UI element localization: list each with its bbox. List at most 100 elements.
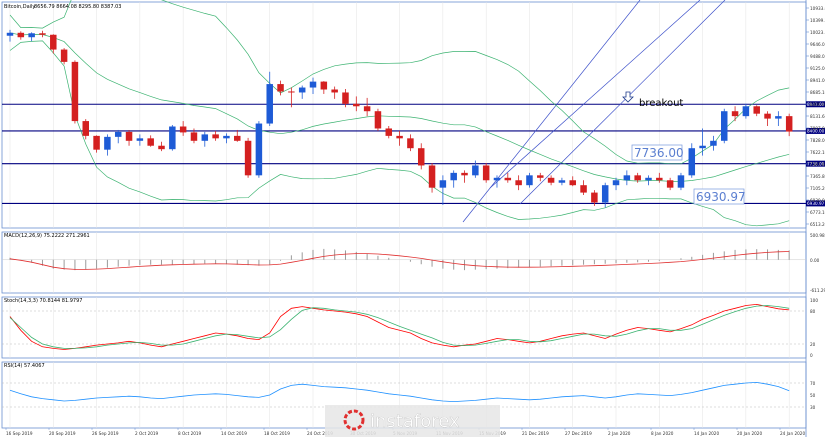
candle — [320, 81, 328, 94]
stoch-title: Stoch(14,3,3) 70.8144 81.9797 — [4, 298, 82, 304]
ohlc-readout: 8656.79 8664.08 8295.80 8387.03 — [34, 4, 121, 10]
macd-title: MACD(12,26,9) 75.2222 271.2961 — [4, 233, 90, 239]
candle — [634, 172, 641, 183]
candle — [515, 175, 522, 191]
candle-body — [591, 192, 598, 203]
candle-body — [309, 81, 317, 88]
macd-signal-line — [9, 251, 790, 270]
candle-body — [93, 135, 100, 150]
candle — [71, 60, 79, 124]
price-tick-label: 6930.00 — [810, 198, 825, 203]
candle — [385, 126, 393, 139]
candle — [547, 175, 555, 186]
candle-body — [255, 123, 263, 176]
candle-body — [374, 111, 382, 129]
candle-body — [472, 165, 479, 176]
candle — [212, 130, 219, 141]
candle-body — [569, 180, 576, 186]
candle-body — [493, 177, 501, 181]
level-label-box-b — [693, 188, 745, 205]
time-tick-label: 2 Oct 2019 — [135, 431, 159, 436]
candle-body — [125, 131, 133, 141]
candle-body — [677, 175, 685, 188]
candle — [147, 135, 154, 147]
annotations: breakout 7736.00 6930.97 — [622, 91, 746, 205]
candle — [526, 172, 533, 188]
candle-body — [331, 89, 338, 93]
price-tick-label: 10933.05 — [810, 6, 825, 11]
candle — [158, 141, 165, 152]
candle — [591, 190, 598, 206]
candle — [742, 103, 750, 119]
candles — [6, 29, 793, 208]
candle-body — [136, 138, 144, 141]
rsi-title: RSI(14) 57.4067 — [4, 363, 45, 369]
time-tick-label: 26 Sep 2019 — [92, 431, 119, 436]
candle-body — [537, 175, 544, 178]
candle-body — [71, 61, 79, 122]
time-tick-label: 20 Sep 2019 — [49, 431, 76, 436]
candle-body — [385, 128, 393, 136]
macd-tick-label: 0.00 — [810, 258, 820, 263]
candle-body — [396, 135, 403, 139]
time-tick-label: 14 Oct 2019 — [221, 431, 247, 436]
candle — [428, 162, 436, 193]
macd-tick-label: -611.29 — [810, 288, 825, 293]
candle-body — [298, 87, 306, 93]
candle — [353, 96, 360, 112]
candle — [580, 180, 587, 196]
candle-body — [212, 134, 219, 139]
candle — [223, 133, 230, 144]
candle — [677, 172, 685, 191]
macd-pane: 500.98 0.00 -611.29 — [2, 233, 825, 293]
candle — [753, 105, 760, 117]
candle — [710, 135, 717, 151]
rsi-tick-label: 70 — [810, 381, 816, 386]
stoch-tick-label: 0 — [810, 353, 813, 358]
candle — [645, 175, 652, 186]
chart-title: Bitcoin,Daily — [4, 4, 35, 10]
level-tag-label-1: 8400.00 — [807, 129, 825, 134]
candle — [190, 128, 198, 144]
price-tick-label: 7897.00 — [810, 126, 825, 131]
candle-body — [234, 135, 241, 141]
candle-body — [526, 175, 533, 186]
candle — [417, 143, 425, 170]
candle-body — [417, 148, 425, 166]
level-tag-label-0: 8941.00 — [807, 102, 825, 107]
price-tick-label: 7365.80 — [810, 174, 825, 179]
candle-body — [634, 175, 641, 181]
candle-body — [515, 180, 522, 186]
candle-body — [17, 32, 25, 38]
time-tick-label: 20 Jan 2020 — [737, 431, 762, 436]
candle-body — [82, 121, 89, 136]
candle-body — [277, 84, 284, 92]
candle — [179, 121, 187, 136]
price-tick-label: 7397.60 — [810, 162, 825, 167]
candle-body — [688, 148, 696, 176]
candle — [125, 129, 133, 146]
candle — [407, 134, 414, 152]
candle-body — [645, 177, 652, 181]
candle-body — [785, 116, 793, 132]
candle — [601, 182, 609, 208]
level-label-box-a — [631, 144, 683, 161]
time-tick-label: 16 Sep 2019 — [6, 431, 33, 436]
candle-body — [158, 145, 165, 150]
candle-body — [407, 138, 414, 149]
candle-body — [601, 185, 609, 203]
candle-body — [775, 116, 782, 119]
candle — [504, 172, 512, 183]
stoch-main-line — [9, 303, 790, 350]
candle — [39, 30, 46, 38]
candle-body — [288, 91, 295, 93]
candle-body — [666, 180, 674, 188]
candle — [688, 143, 696, 178]
level-tag-label-3: 6930.97 — [807, 201, 825, 206]
stochastic-pane: 100 80 20 0 — [2, 298, 818, 358]
price-tick-label: 6773.10 — [810, 210, 825, 215]
candle — [255, 121, 263, 178]
candle — [277, 80, 284, 96]
